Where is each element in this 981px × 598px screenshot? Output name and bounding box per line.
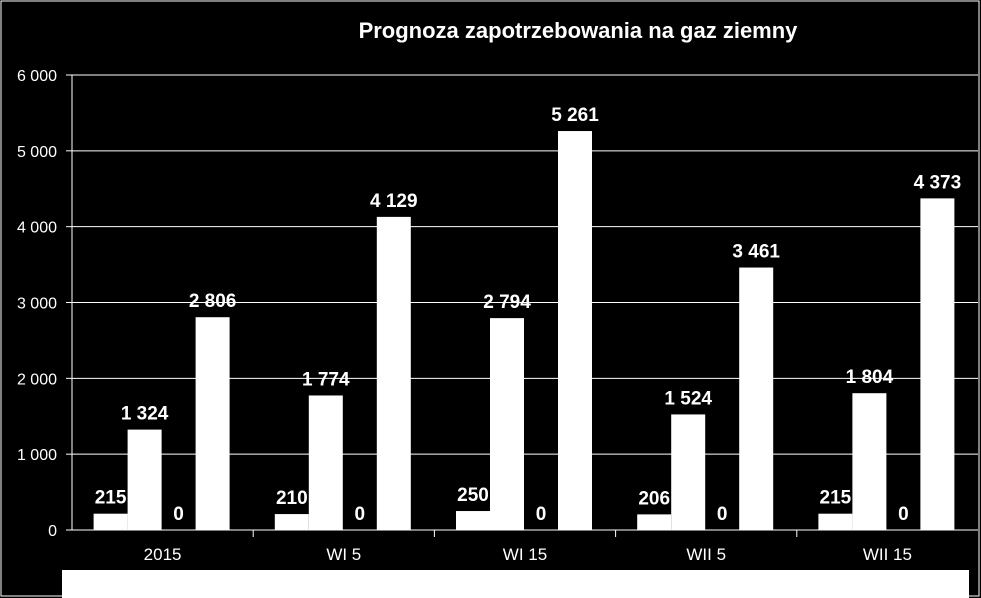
x-category-label: WII 15 (863, 545, 912, 564)
bar (490, 318, 524, 530)
y-tick-label: 0 (48, 523, 57, 540)
bar (93, 513, 128, 530)
data-label: 5 261 (551, 105, 599, 126)
data-label: 1 774 (302, 369, 350, 390)
data-label: 0 (355, 504, 366, 525)
data-label: 210 (276, 488, 308, 509)
bar (274, 514, 309, 530)
bar (195, 317, 230, 530)
data-label: 206 (638, 488, 670, 509)
data-labels: 215 1 324 0 2 806 210 1 774 0 4 129 250 2 794 0 5 2… (95, 105, 961, 525)
data-label: 0 (717, 504, 728, 525)
x-category-label: WI 5 (326, 545, 361, 564)
y-tick-label: 4 000 (17, 220, 57, 237)
data-label: 215 (95, 488, 127, 509)
bar (456, 511, 490, 530)
axes (66, 74, 978, 537)
legend-box (62, 570, 969, 598)
bar (376, 216, 411, 531)
y-tick-label: 1 000 (17, 447, 57, 464)
category-labels: 2015 WI 5 WI 15 WII 5 WII 15 (144, 545, 912, 564)
y-tick-label: 2 000 (17, 371, 57, 388)
x-category-label: 2015 (144, 545, 182, 564)
data-label: 0 (173, 504, 184, 525)
data-label: 4 129 (370, 191, 418, 212)
y-tick-label: 5 000 (17, 144, 57, 161)
bar (671, 414, 706, 530)
bar (818, 513, 853, 530)
data-label: 2 794 (483, 292, 531, 313)
bars (93, 131, 955, 531)
bar (127, 429, 162, 530)
chart-title: Prognoza zapotrzebowania na gaz ziemny (359, 18, 799, 43)
data-label: 4 373 (914, 172, 962, 193)
y-axis-ticks: 0 1 000 2 000 3 000 4 000 5 000 6 000 (17, 68, 57, 540)
data-label: 0 (536, 504, 547, 525)
data-label: 1 324 (121, 404, 169, 425)
data-label: 1 804 (846, 367, 894, 388)
data-label: 0 (898, 504, 909, 525)
data-label: 2 806 (189, 291, 237, 312)
x-category-label: WI 15 (503, 545, 547, 564)
bar (308, 395, 343, 530)
data-label: 1 524 (664, 388, 712, 409)
data-label: 250 (457, 485, 489, 506)
y-tick-label: 3 000 (17, 296, 57, 313)
bar (920, 198, 955, 530)
data-label: 3 461 (732, 242, 780, 263)
bar (739, 267, 774, 530)
bar (852, 393, 887, 530)
data-label: 215 (820, 488, 852, 509)
y-tick-label: 6 000 (17, 68, 57, 85)
bar (637, 514, 672, 530)
bar (558, 131, 592, 530)
x-category-label: WII 5 (686, 545, 726, 564)
